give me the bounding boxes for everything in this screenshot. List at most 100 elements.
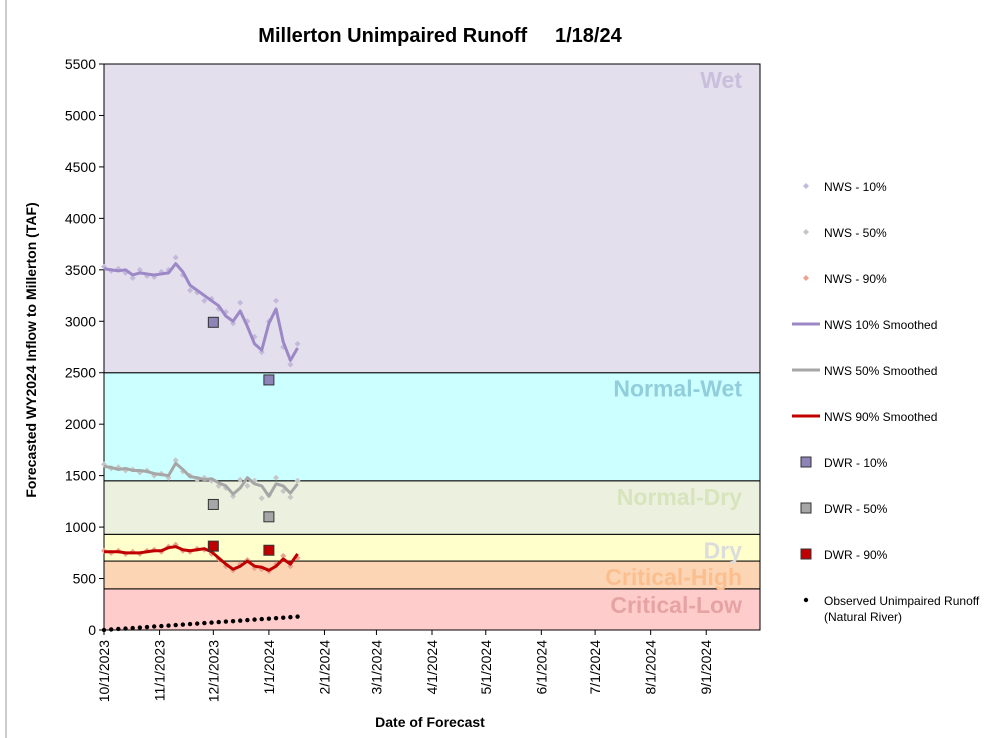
- y-tick-label: 1500: [65, 468, 96, 484]
- x-tick-label: 10/1/2023: [96, 640, 112, 702]
- legend-symbol: [803, 275, 809, 281]
- legend-marker: [803, 229, 809, 235]
- scatter-point: [287, 494, 294, 501]
- legend-item: Observed Unimpaired Runoff (Natural Rive…: [790, 589, 1000, 635]
- x-tick-label: 2/1/2024: [316, 640, 332, 695]
- observed-point: [238, 618, 243, 623]
- legend-marker: [800, 456, 812, 468]
- observed-point: [195, 621, 200, 626]
- y-tick-label: 5500: [65, 56, 96, 72]
- legend-item: DWR - 90%: [790, 543, 1000, 589]
- series-line: [103, 262, 299, 362]
- observed-point: [209, 620, 214, 625]
- y-tick-label: 3500: [65, 262, 96, 278]
- dwr-marker: [207, 540, 219, 552]
- legend-marker: [803, 183, 809, 189]
- legend-marker: [792, 414, 820, 418]
- x-tick-label: 9/1/2024: [698, 640, 714, 695]
- y-tick-label: 5000: [65, 107, 96, 123]
- scatter-point: [294, 477, 301, 484]
- observed-point: [273, 615, 279, 621]
- legend-symbol: [800, 548, 812, 560]
- legend-marker: [792, 368, 820, 372]
- legend-item: NWS 10% Smoothed: [790, 313, 1000, 359]
- observed-point: [166, 623, 171, 628]
- y-tick-label: 0: [88, 622, 96, 638]
- scatter-point: [237, 299, 244, 306]
- x-tick-label: 3/1/2024: [368, 640, 384, 695]
- legend-item: DWR - 50%: [790, 497, 1000, 543]
- legend-label: NWS 10% Smoothed: [824, 318, 938, 332]
- legend-label: DWR - 10%: [824, 456, 888, 470]
- x-tick-label: 8/1/2024: [643, 640, 659, 695]
- scatter-point: [244, 482, 251, 489]
- scatter-point: [172, 254, 179, 261]
- dwr-marker: [263, 511, 275, 523]
- legend: NWS - 10% NWS - 50% NWS - 90% NWS 10% Smoot…: [790, 175, 1000, 635]
- zone-label: Critical-High: [605, 564, 742, 590]
- legend-label: Observed Unimpaired Runoff (Natural Rive…: [824, 594, 980, 624]
- x-tick-label: 1/1/2024: [261, 640, 277, 695]
- zone-label: Normal-Dry: [617, 484, 742, 510]
- zone: [103, 63, 761, 374]
- legend-marker: [800, 502, 812, 514]
- x-tick-label: 7/1/2024: [587, 640, 603, 695]
- x-tick-label: 12/1/2023: [205, 640, 221, 702]
- legend-label: NWS 50% Smoothed: [824, 364, 938, 378]
- observed-point: [223, 619, 229, 624]
- scatter-point: [258, 495, 265, 502]
- y-axis-title: Forecasted WY2024 Inflow to Millerton (T…: [23, 202, 39, 497]
- scatter-point: [273, 297, 280, 304]
- observed-point: [116, 626, 121, 632]
- observed-point: [187, 621, 193, 627]
- observed-point: [245, 617, 250, 623]
- series-line: [103, 461, 299, 498]
- scatter-point: [280, 488, 287, 495]
- y-tick-label: 4000: [65, 210, 96, 226]
- observed-point: [108, 627, 114, 632]
- observed-point: [288, 614, 293, 620]
- scatter-point: [172, 457, 179, 464]
- scatter-point: [287, 361, 294, 368]
- legend-symbol: [803, 229, 809, 235]
- legend-item: NWS - 50%: [790, 221, 1000, 267]
- x-tick-label: 4/1/2024: [424, 640, 440, 695]
- y-tick-label: 4500: [65, 159, 96, 175]
- observed-point: [216, 619, 221, 625]
- observed-point: [151, 624, 157, 629]
- observed-point: [123, 626, 128, 631]
- scatter-point: [201, 297, 208, 304]
- legend-marker: [792, 322, 820, 326]
- scatter-point: [273, 474, 280, 481]
- observed-point: [266, 616, 272, 621]
- zone-label: Critical-Low: [610, 592, 742, 618]
- legend-label: NWS - 90%: [824, 272, 887, 286]
- legend-item: NWS 90% Smoothed: [790, 405, 1000, 451]
- legend-item: NWS - 90%: [790, 267, 1000, 313]
- dwr-marker: [263, 374, 275, 386]
- y-tick-label: 2500: [65, 365, 96, 381]
- y-tick-label: 2000: [65, 416, 96, 432]
- legend-marker: [803, 597, 809, 603]
- zone-label: Wet: [700, 67, 742, 93]
- legend-symbol: [800, 502, 812, 514]
- observed-point: [202, 620, 207, 626]
- dwr-marker: [263, 544, 275, 556]
- observed-point: [295, 614, 300, 619]
- x-tick-label: 11/1/2023: [152, 640, 168, 701]
- dwr-marker: [207, 498, 219, 510]
- zone-label: Normal-Wet: [613, 376, 742, 402]
- y-tick-label: 3000: [65, 313, 96, 329]
- observed-point: [173, 622, 178, 628]
- dwr-marker: [207, 316, 219, 328]
- observed-point: [144, 624, 150, 630]
- observed-point: [180, 622, 186, 627]
- observed-point: [252, 617, 257, 622]
- legend-symbol: [803, 597, 809, 603]
- scatter-point: [237, 476, 244, 483]
- observed-point: [230, 618, 236, 624]
- legend-marker: [800, 548, 812, 560]
- scatter-point: [187, 287, 194, 294]
- observed-point: [159, 623, 164, 629]
